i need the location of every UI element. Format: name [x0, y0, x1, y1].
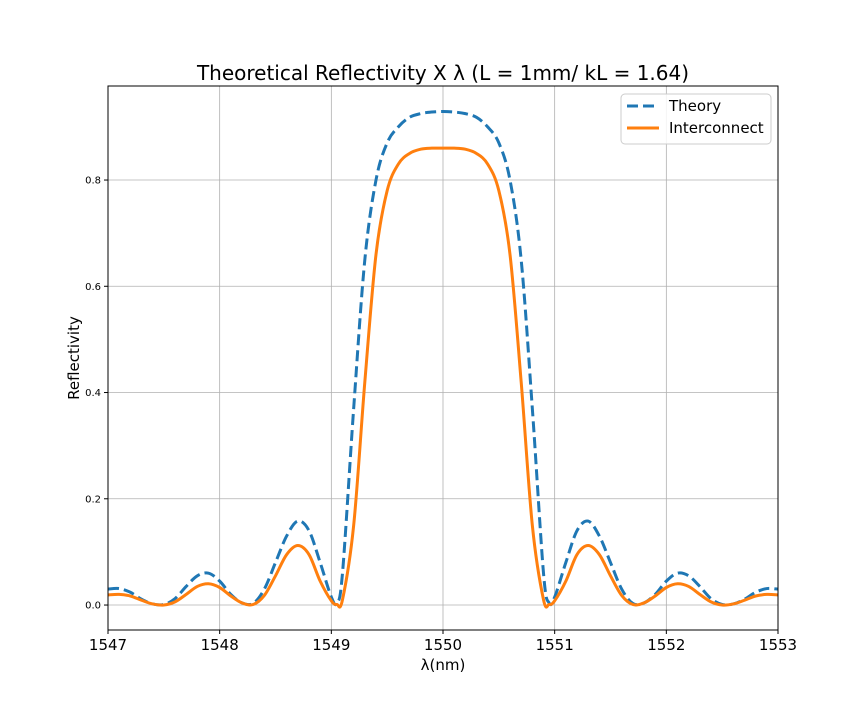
y-tick-label: 0.0	[85, 601, 101, 612]
x-tick-label: 1547	[89, 636, 127, 654]
legend-label-theory: Theory	[668, 97, 721, 115]
x-tick-label: 1549	[312, 636, 350, 654]
grid	[107, 86, 779, 630]
x-tick-label: 1550	[424, 636, 462, 654]
y-tick-label: 0.2	[85, 494, 101, 505]
y-tick-label: 0.6	[85, 282, 101, 293]
y-tick-label: 0.4	[85, 388, 101, 399]
x-tick-label: 1553	[759, 636, 797, 654]
series-line-theory	[108, 110, 778, 607]
x-tick-label: 1552	[647, 636, 685, 654]
series-line-interconnect	[108, 146, 778, 609]
chart-title: Theoretical Reflectivity X λ (L = 1mm/ k…	[196, 61, 689, 85]
y-axis-label: Reflectivity	[65, 316, 83, 400]
x-tick-label: 1548	[201, 636, 239, 654]
legend-label-interconnect: Interconnect	[669, 119, 764, 137]
legend: Theory Interconnect	[620, 93, 772, 145]
x-axis-label: λ(nm)	[421, 656, 466, 674]
legend-box	[620, 93, 772, 145]
x-tick-label: 1551	[536, 636, 574, 654]
axis-ticks: 1547 1548 1549 1550 1551 1552 1553 0.0 0.2 0.4 0.6…	[85, 176, 797, 654]
y-tick-label: 0.8	[85, 176, 101, 187]
series-lines	[108, 110, 778, 609]
